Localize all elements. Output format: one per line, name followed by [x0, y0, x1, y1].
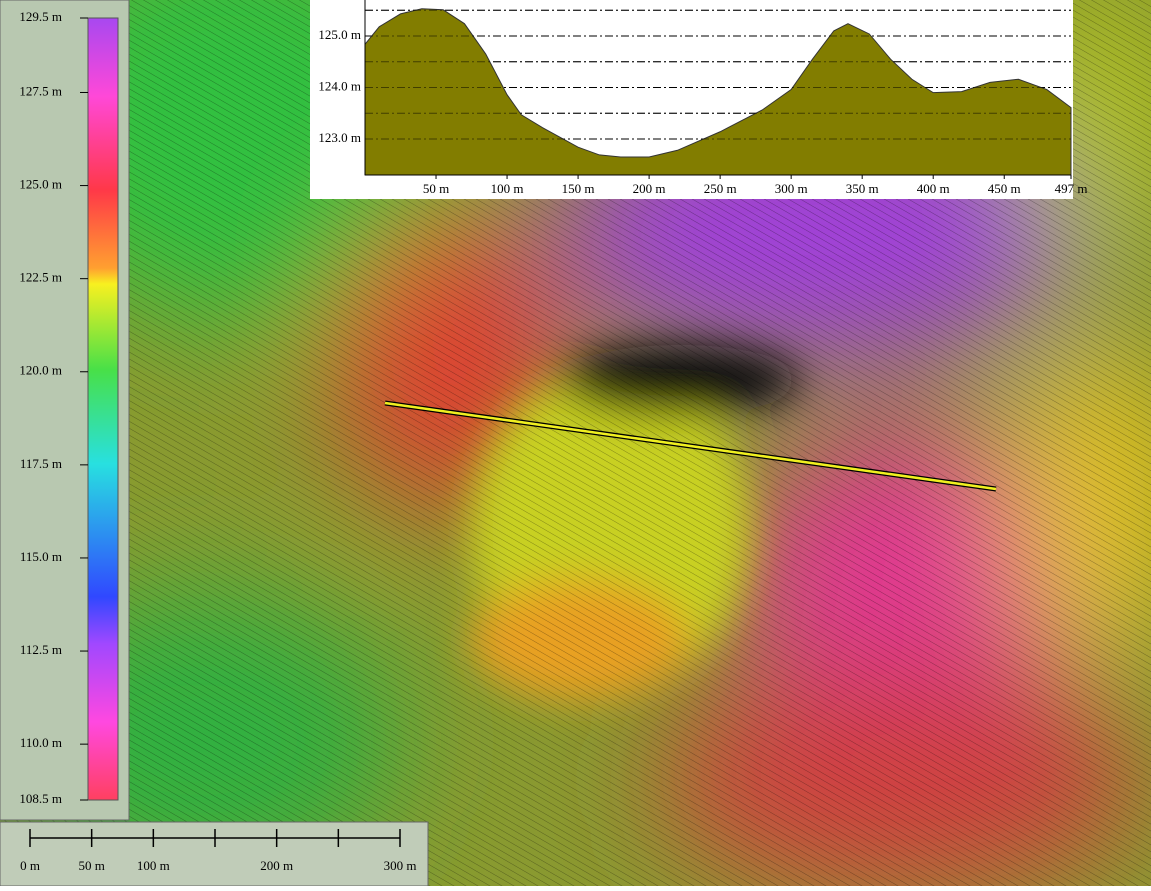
x-tick-label: 100 m [491, 181, 524, 196]
legend-label: 122.5 m [19, 270, 62, 285]
legend-label: 127.5 m [19, 83, 62, 98]
legend-label: 125.0 m [19, 177, 62, 192]
x-tick-label: 300 m [775, 181, 808, 196]
x-tick-label: 150 m [562, 181, 595, 196]
profile-area [364, 8, 1072, 176]
y-tick-label: 123.0 m [318, 130, 361, 145]
x-tick-label: 450 m [988, 181, 1021, 196]
scale-label: 200 m [260, 858, 293, 873]
legend-label: 110.0 m [20, 735, 62, 750]
overlay: 123.0 m 124.0 m 125.0 m 50 m 100 m 150 m 200 m… [19, 0, 1087, 873]
scale-label: 100 m [137, 858, 170, 873]
scale-panel [0, 821, 429, 887]
y-tick-label: 125.0 m [318, 27, 361, 42]
x-tick-label: 200 m [633, 181, 666, 196]
legend-label: 112.5 m [20, 642, 62, 657]
x-tick-label: 250 m [704, 181, 737, 196]
scale-label: 300 m [384, 858, 417, 873]
legend-label: 117.5 m [20, 456, 62, 471]
color-bar [87, 17, 119, 801]
scale-label: 0 m [20, 858, 40, 873]
x-tick-label: 400 m [917, 181, 950, 196]
legend-label: 129.5 m [19, 9, 62, 24]
x-tick-label: 497 m [1055, 181, 1088, 196]
y-tick-label: 124.0 m [318, 78, 361, 93]
x-tick-label: 50 m [423, 181, 449, 196]
legend-label: 108.5 m [19, 791, 62, 806]
scale-label: 50 m [78, 858, 104, 873]
legend-label: 115.0 m [20, 549, 62, 564]
legend-label: 120.0 m [19, 363, 62, 378]
x-tick-label: 350 m [846, 181, 879, 196]
